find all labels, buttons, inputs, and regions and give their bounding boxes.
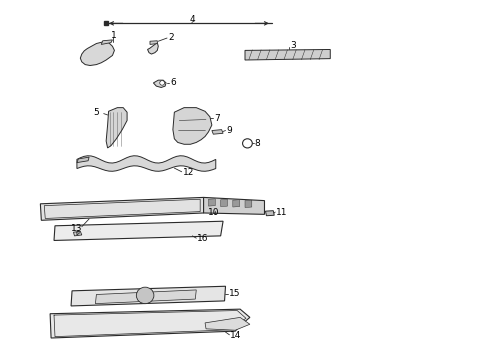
Polygon shape [74, 231, 82, 236]
Text: 16: 16 [197, 234, 209, 243]
Polygon shape [71, 286, 225, 306]
Polygon shape [77, 156, 216, 171]
Polygon shape [173, 108, 212, 144]
Text: 4: 4 [190, 15, 196, 24]
Text: 10: 10 [208, 208, 220, 217]
Text: 15: 15 [229, 289, 241, 298]
Polygon shape [50, 309, 250, 338]
Text: 8: 8 [255, 139, 261, 148]
Polygon shape [220, 199, 227, 207]
Polygon shape [147, 42, 158, 54]
Polygon shape [153, 80, 166, 87]
Text: 14: 14 [230, 331, 242, 340]
Text: 9: 9 [226, 126, 232, 135]
Polygon shape [212, 130, 223, 134]
Polygon shape [54, 221, 223, 240]
Circle shape [160, 81, 165, 85]
Polygon shape [208, 199, 215, 206]
Polygon shape [205, 318, 250, 330]
Text: 1: 1 [111, 31, 116, 40]
Polygon shape [203, 197, 265, 214]
Polygon shape [150, 41, 157, 44]
Polygon shape [245, 200, 252, 207]
Polygon shape [80, 42, 115, 66]
Polygon shape [233, 200, 240, 207]
Text: 13: 13 [71, 224, 83, 233]
Text: 6: 6 [171, 78, 176, 87]
Text: 7: 7 [214, 114, 220, 123]
Text: 12: 12 [183, 168, 194, 177]
Polygon shape [106, 108, 127, 148]
Text: 2: 2 [168, 33, 173, 42]
Text: 5: 5 [93, 108, 99, 117]
Polygon shape [40, 197, 203, 220]
Circle shape [136, 287, 154, 303]
Circle shape [243, 139, 252, 148]
Text: 3: 3 [290, 41, 295, 50]
Polygon shape [96, 290, 196, 303]
Polygon shape [266, 211, 274, 216]
Polygon shape [101, 40, 113, 44]
Polygon shape [77, 157, 89, 163]
Polygon shape [245, 49, 330, 60]
Text: 11: 11 [276, 208, 287, 217]
